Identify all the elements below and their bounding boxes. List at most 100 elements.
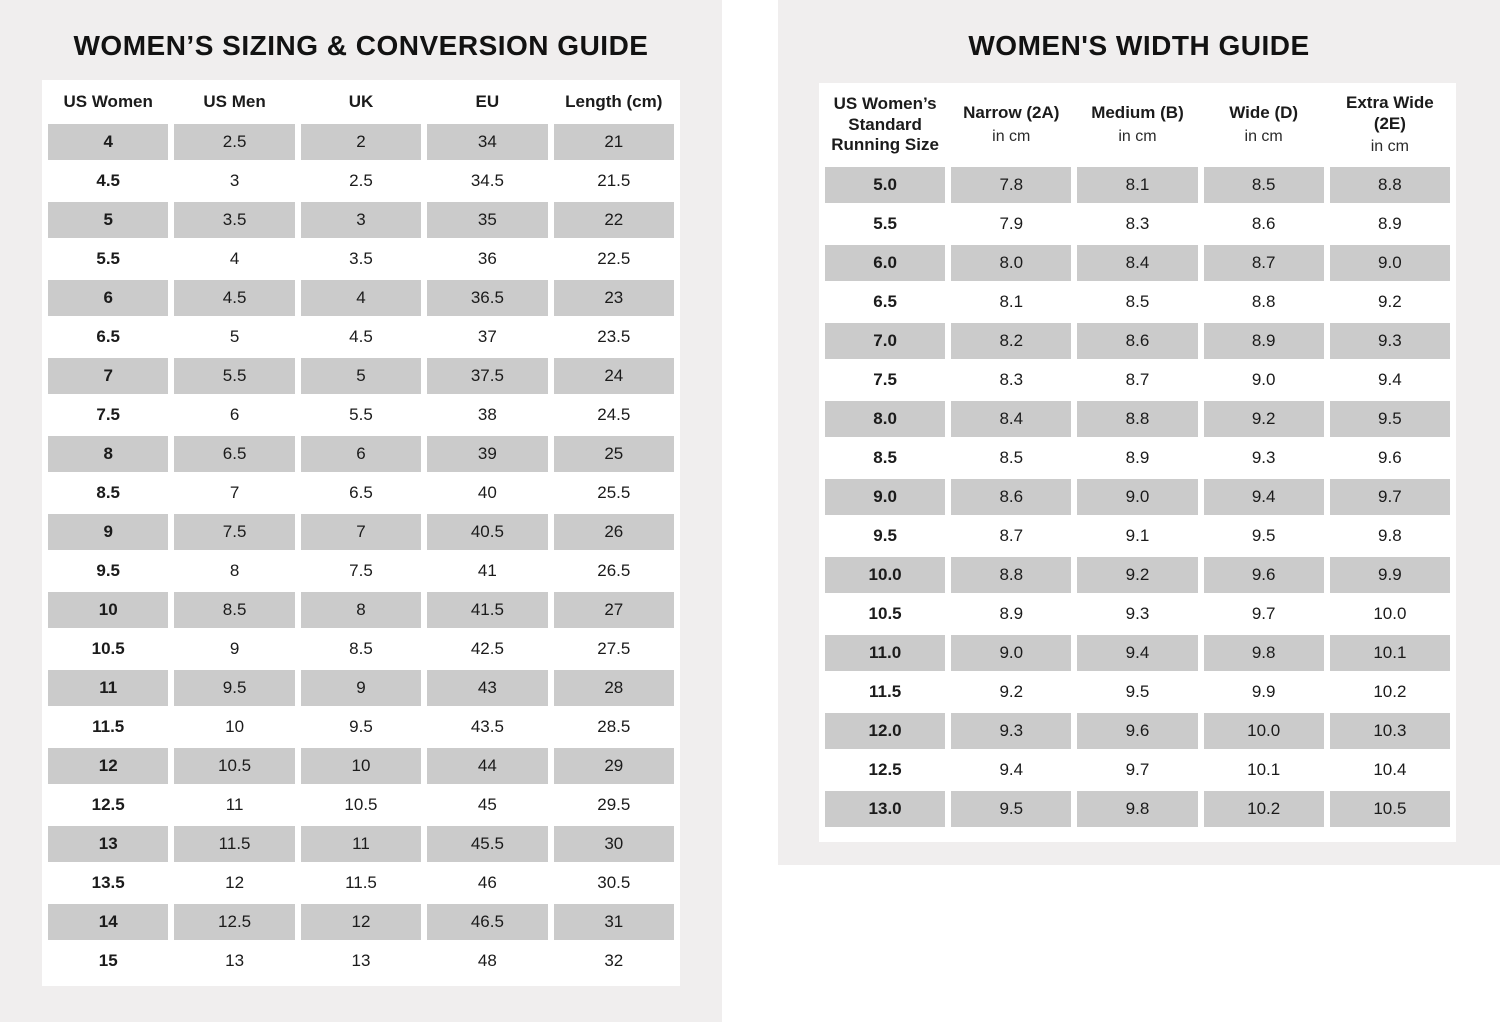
table-cell: 8.4 bbox=[951, 401, 1072, 437]
table-cell: 9.4 bbox=[1077, 635, 1198, 671]
table-cell: 45 bbox=[477, 795, 497, 814]
table-cell: 8.8 bbox=[1251, 292, 1276, 311]
table-cell: 40 bbox=[477, 483, 497, 502]
table-cell: 9.9 bbox=[1251, 682, 1276, 701]
table-cell: 4 bbox=[300, 280, 422, 316]
table-cell: 9.2 bbox=[999, 682, 1024, 701]
table-cell: 10.5 bbox=[174, 748, 295, 784]
table-cell: 6.5 bbox=[873, 292, 897, 311]
table-cell: 9.5 bbox=[951, 791, 1072, 827]
table-cell: 11.5 bbox=[174, 826, 295, 862]
table-cell: 9.5 bbox=[873, 526, 897, 545]
table-cell: 9.8 bbox=[1378, 526, 1402, 545]
column-header: Wide (D) in cm bbox=[1204, 86, 1324, 164]
table-cell: 8.8 bbox=[1329, 167, 1450, 203]
table-cell: 28.5 bbox=[597, 717, 631, 736]
table-row: 10.5 9 8.5 42.5 27.5 bbox=[48, 631, 674, 667]
table-row: 6.5 5 4.5 37 23.5 bbox=[48, 319, 674, 355]
table-cell: 5 bbox=[300, 358, 422, 394]
table-cell: 9.5 bbox=[96, 561, 121, 580]
table-cell: 4.5 bbox=[349, 327, 373, 346]
table-cell: 27.5 bbox=[597, 639, 631, 658]
table-cell: 8.3 bbox=[1125, 214, 1150, 233]
table-cell: 13 bbox=[48, 826, 169, 862]
table-cell: 8.5 bbox=[96, 483, 121, 502]
table-cell: 8.5 bbox=[873, 448, 897, 467]
table-cell: 9 bbox=[300, 670, 422, 706]
table-row: 9.0 8.6 9.0 9.4 9.7 bbox=[825, 479, 1450, 515]
table-cell: 8.4 bbox=[1077, 245, 1198, 281]
table-cell: 11 bbox=[225, 795, 244, 814]
table-cell: 43 bbox=[427, 670, 548, 706]
table-row: 7 5.5 5 37.5 24 bbox=[48, 358, 674, 394]
table-cell: 6.0 bbox=[825, 245, 946, 281]
table-cell: 8.5 bbox=[1125, 292, 1150, 311]
table-cell: 7.5 bbox=[873, 370, 897, 389]
table-cell: 3.5 bbox=[174, 202, 295, 238]
sizing-conversion-title: WOMEN’S SIZING & CONVERSION GUIDE bbox=[73, 30, 649, 61]
table-cell: 10 bbox=[300, 748, 422, 784]
table-cell: 28 bbox=[553, 670, 674, 706]
table-cell: 8.2 bbox=[951, 323, 1072, 359]
table-row: 11 9.5 9 43 28 bbox=[48, 670, 674, 706]
table-cell: 9.0 bbox=[1251, 370, 1276, 389]
table-cell: 23.5 bbox=[597, 327, 631, 346]
width-guide-table: US Women’s Standard Running Size Narrow (… bbox=[819, 83, 1456, 842]
table-cell: 46 bbox=[477, 873, 497, 892]
sizing-conversion-table: US Women US Men UK EU Length (cm) 4 2.5 2 34 21 4.… bbox=[42, 80, 680, 986]
table-cell: 45.5 bbox=[427, 826, 548, 862]
table-cell: 5 bbox=[229, 327, 240, 346]
table-cell: 25 bbox=[553, 436, 674, 472]
table-cell: 8.6 bbox=[1251, 214, 1276, 233]
table-cell: 48 bbox=[477, 951, 497, 970]
table-cell: 10.3 bbox=[1329, 713, 1450, 749]
table-cell: 4.5 bbox=[96, 171, 121, 190]
table-row: 12.5 9.4 9.7 10.1 10.4 bbox=[825, 752, 1450, 788]
column-header: US Women’s Standard Running Size bbox=[825, 86, 945, 164]
width-guide-panel: WOMEN'S WIDTH GUIDE US Women’s Standard … bbox=[778, 0, 1500, 865]
table-cell: 8.0 bbox=[951, 245, 1072, 281]
table-cell: 6 bbox=[300, 436, 422, 472]
table-cell: 6.5 bbox=[96, 327, 121, 346]
header-row: US Women US Men UK EU Length (cm) bbox=[48, 83, 674, 121]
table-cell: 31 bbox=[553, 904, 674, 940]
table-cell: 7.5 bbox=[349, 561, 373, 580]
table-cell: 9.0 bbox=[825, 479, 946, 515]
table-row: 10 8.5 8 41.5 27 bbox=[48, 592, 674, 628]
table-cell: 8.5 bbox=[349, 639, 373, 658]
table-cell: 37.5 bbox=[427, 358, 548, 394]
table-cell: 9.4 bbox=[1378, 370, 1402, 389]
table-row: 10.5 8.9 9.3 9.7 10.0 bbox=[825, 596, 1450, 632]
table-cell: 8 bbox=[300, 592, 422, 628]
column-header-label: UK bbox=[348, 91, 374, 111]
table-cell: 5.0 bbox=[825, 167, 946, 203]
table-cell: 36 bbox=[477, 249, 497, 268]
table-cell: 24 bbox=[553, 358, 674, 394]
table-cell: 10.0 bbox=[1203, 713, 1324, 749]
table-cell: 34 bbox=[427, 124, 548, 160]
table-cell: 8.1 bbox=[1077, 167, 1198, 203]
table-cell: 9.2 bbox=[1378, 292, 1402, 311]
table-cell: 10.5 bbox=[91, 639, 125, 658]
table-row: 8.5 7 6.5 40 25.5 bbox=[48, 475, 674, 511]
table-cell: 9.5 bbox=[1125, 682, 1150, 701]
table-cell: 11.5 bbox=[869, 682, 902, 701]
table-row: 6.0 8.0 8.4 8.7 9.0 bbox=[825, 245, 1450, 281]
column-header: Narrow (2A) in cm bbox=[951, 86, 1071, 164]
table-cell: 10.2 bbox=[1203, 791, 1324, 827]
table-cell: 8.6 bbox=[1077, 323, 1198, 359]
table-row: 5.5 7.9 8.3 8.6 8.9 bbox=[825, 206, 1450, 242]
table-cell: 7 bbox=[300, 514, 422, 550]
table-cell: 9.6 bbox=[1203, 557, 1324, 593]
column-header-label: EU bbox=[475, 91, 500, 111]
table-row: 6.5 8.1 8.5 8.8 9.2 bbox=[825, 284, 1450, 320]
table-cell: 7.9 bbox=[999, 214, 1024, 233]
table-cell: 2.5 bbox=[174, 124, 295, 160]
table-cell: 8.7 bbox=[1125, 370, 1150, 389]
table-cell: 13 bbox=[225, 951, 245, 970]
table-cell: 22 bbox=[553, 202, 674, 238]
table-cell: 5.5 bbox=[96, 249, 121, 268]
column-header-unit: in cm bbox=[1118, 128, 1157, 146]
table-cell: 6 bbox=[229, 405, 240, 424]
table-cell: 5 bbox=[48, 202, 169, 238]
